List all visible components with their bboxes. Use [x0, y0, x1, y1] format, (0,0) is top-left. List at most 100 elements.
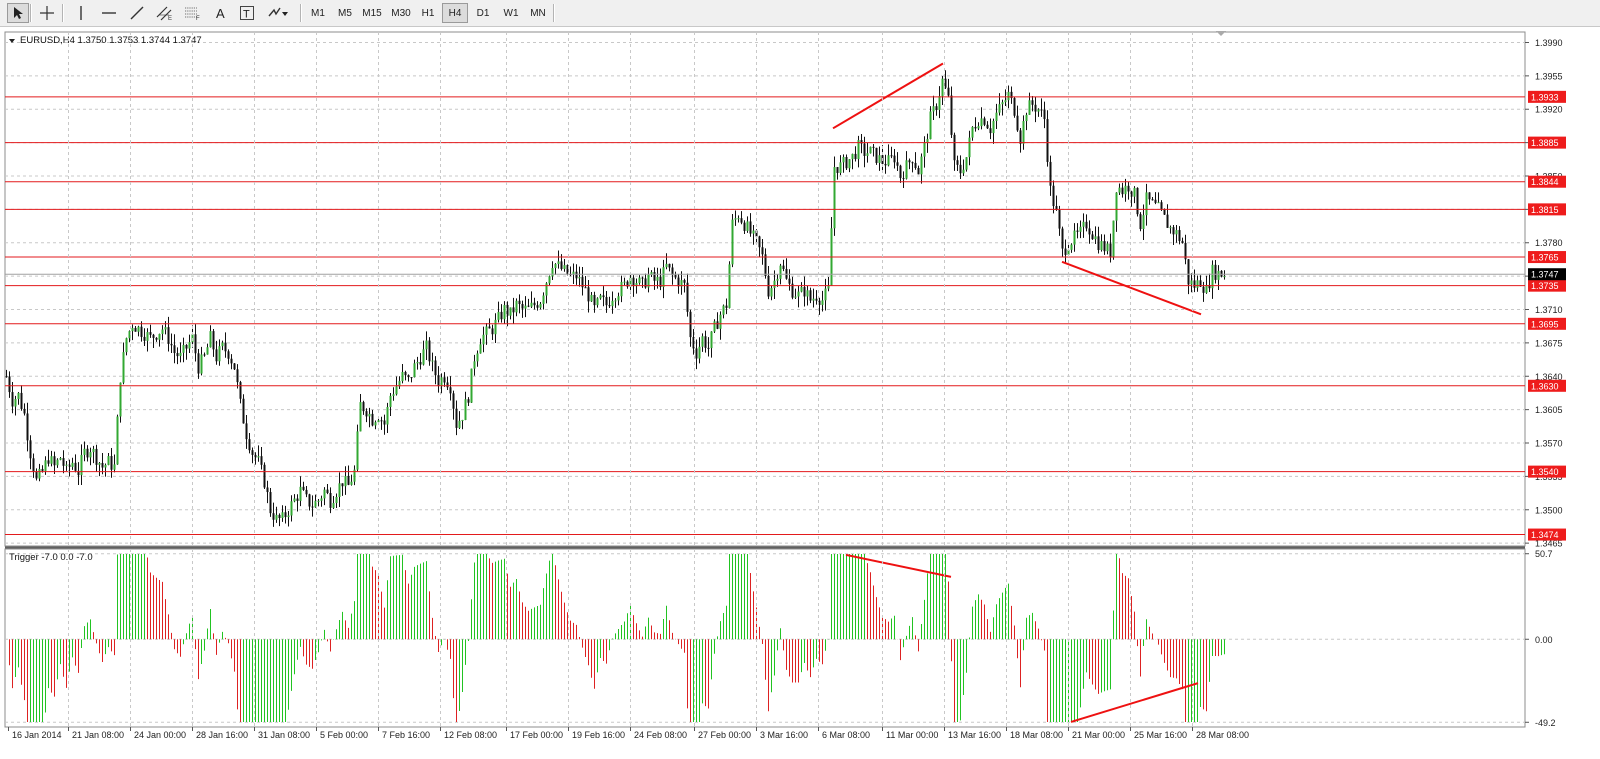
time-x-tick-label: 6 Mar 08:00 [822, 730, 870, 740]
toolbar-separator [30, 4, 32, 22]
candle-bearish [716, 321, 719, 329]
candle-bearish [1130, 191, 1133, 197]
candle-bullish [635, 283, 638, 287]
timeframe-h4-button[interactable]: H4 [442, 3, 468, 23]
price-levels[interactable]: 1.3933 1.3885 1.3844 1.3815 1.3765 1.3735 1.36… [5, 90, 1566, 541]
candle-bullish [293, 498, 296, 502]
trendline[interactable] [845, 553, 952, 578]
candle-bearish [692, 337, 695, 349]
candle-bullish [968, 137, 971, 158]
candle-bearish [689, 311, 692, 338]
candle-bearish [1040, 109, 1043, 111]
candle-bearish [788, 278, 791, 284]
candle-bearish [1139, 214, 1142, 230]
candle-bullish [89, 452, 92, 458]
candle-bullish [440, 377, 443, 387]
candle-bearish [1016, 115, 1019, 131]
candle-bullish [98, 462, 101, 465]
level-price-label: 1.3933 [1531, 92, 1559, 102]
timeframe-m30-button[interactable]: M30 [391, 7, 411, 19]
candle-bullish [596, 298, 599, 306]
candle-bearish [383, 420, 386, 425]
chart-area[interactable]: 1.39901.39551.39201.38851.38501.38151.37… [0, 27, 1600, 759]
trendline[interactable] [1070, 682, 1199, 723]
timeframe-m15-button[interactable]: M15 [362, 7, 382, 19]
candle-bullish [344, 475, 347, 487]
vertical-line-icon[interactable] [70, 3, 92, 23]
text-icon[interactable]: A [210, 3, 232, 23]
candle-bullish [1100, 241, 1103, 251]
candle-bullish [398, 381, 401, 387]
time-x-tick-label: 24 Feb 08:00 [634, 730, 687, 740]
candle-bullish [548, 276, 551, 284]
equidistant-channel-icon[interactable]: E [154, 3, 176, 23]
trendline[interactable] [832, 62, 944, 130]
candle-bearish [35, 471, 38, 479]
candle-bullish [1217, 270, 1220, 280]
candle-bullish [17, 392, 20, 400]
candle-bullish [113, 464, 116, 470]
candle-bearish [1019, 130, 1022, 144]
timeframe-w1-button[interactable]: W1 [503, 7, 519, 19]
candle-bullish [797, 291, 800, 297]
trendline-icon[interactable] [126, 3, 148, 23]
candle-bullish [413, 363, 416, 378]
candle-bearish [896, 162, 899, 166]
candle-bearish [68, 464, 71, 467]
time-x-tick-label: 19 Feb 16:00 [572, 730, 625, 740]
candle-bullish [461, 419, 464, 421]
candle-bearish [560, 261, 563, 269]
timeframe-m5-button[interactable]: M5 [338, 7, 352, 19]
candle-bearish [152, 334, 155, 338]
cursor-icon[interactable] [7, 3, 29, 23]
candle-bearish [1163, 209, 1166, 215]
candle-bearish [284, 512, 287, 518]
candle-bearish [512, 307, 515, 313]
candlesticks[interactable] [5, 70, 1226, 527]
candle-bullish [656, 276, 659, 281]
candle-bullish [965, 157, 968, 170]
candle-bullish [806, 290, 809, 297]
symbol-menu-triangle-icon[interactable] [9, 39, 15, 43]
price-pane[interactable]: 1.39901.39551.39201.38851.38501.38151.37… [4, 31, 1566, 549]
trigger-histogram[interactable] [7, 554, 1225, 722]
timeframe-m1-button[interactable]: M1 [311, 7, 325, 19]
horizontal-line-icon[interactable] [98, 3, 120, 23]
arrows-icon[interactable] [264, 3, 292, 23]
indicator-pane[interactable]: 50.7 0.00 -49.2 Trigger -7.0 0.0 -7.0 [4, 548, 1556, 728]
candle-bearish [743, 222, 746, 231]
candle-bullish [281, 512, 284, 518]
candle-bearish [632, 277, 635, 287]
chart-shift-marker-icon[interactable] [1216, 31, 1226, 36]
time-x-tick-label: 21 Mar 00:00 [1072, 730, 1125, 740]
candle-bullish [131, 327, 134, 332]
candle-bearish [740, 218, 743, 223]
candle-bullish [353, 469, 356, 482]
timeframe-mn-button[interactable]: MN [530, 7, 546, 19]
candle-bullish [554, 264, 557, 269]
candle-bullish [92, 448, 95, 453]
candle-bullish [71, 462, 74, 467]
candle-bearish [74, 462, 77, 471]
price-trendlines[interactable] [832, 62, 1202, 316]
candle-bearish [380, 420, 383, 422]
indicator-trendlines[interactable] [845, 553, 1199, 723]
candle-bullish [734, 218, 737, 220]
candle-bearish [815, 298, 818, 301]
candle-bearish [1085, 221, 1088, 229]
current-price-label: 1.3747 [1531, 270, 1559, 280]
candle-bullish [1037, 109, 1040, 112]
candle-bearish [1103, 241, 1106, 252]
level-price-tag [1528, 251, 1566, 264]
svg-text:E: E [168, 16, 172, 21]
timeframe-h1-button[interactable]: H1 [421, 7, 435, 19]
text-label-icon[interactable]: T [236, 3, 258, 23]
candle-bearish [518, 300, 521, 305]
timeframe-d1-button[interactable]: D1 [476, 7, 490, 19]
candle-bullish [338, 483, 341, 497]
candle-bullish [1205, 284, 1208, 293]
trendline[interactable] [1061, 260, 1202, 316]
fibonacci-retracement-icon[interactable]: F [182, 3, 204, 23]
crosshair-icon[interactable] [36, 3, 58, 23]
price-y-tick-label: 1.3465 [1535, 539, 1563, 549]
